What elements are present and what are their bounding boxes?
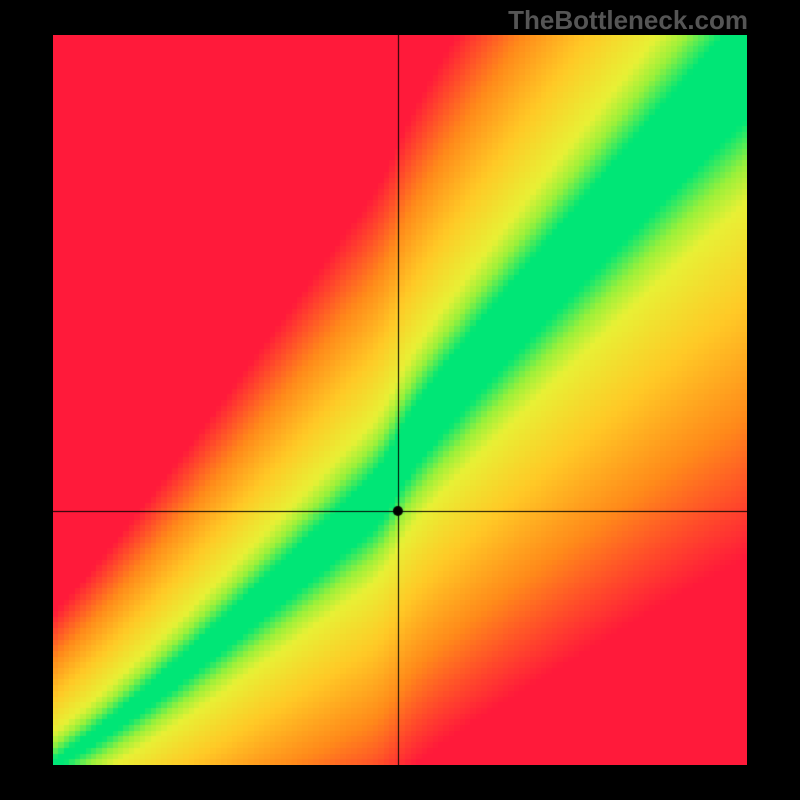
crosshair-overlay	[53, 35, 747, 765]
chart-root: TheBottleneck.com	[0, 0, 800, 800]
watermark-text: TheBottleneck.com	[508, 5, 748, 36]
